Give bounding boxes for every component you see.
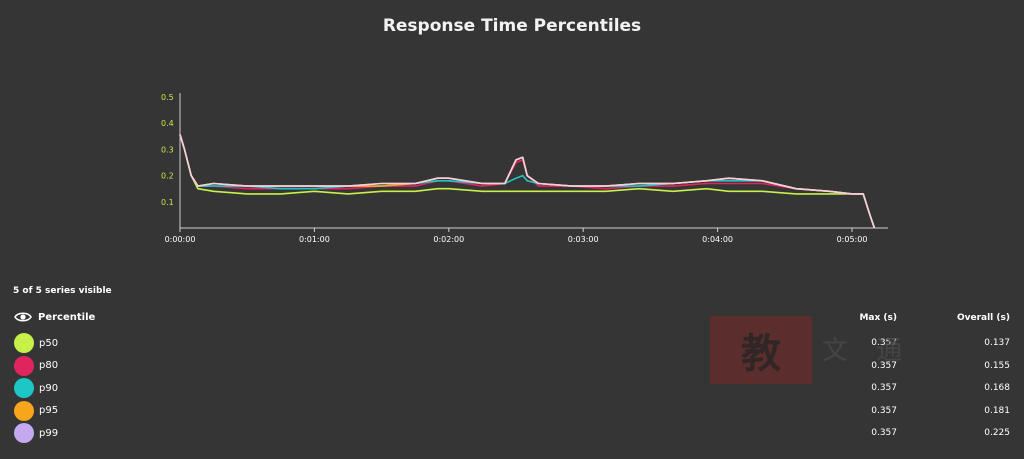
visible-series-count: 5 of 5 series visible	[13, 286, 112, 296]
series-line-p50	[179, 134, 876, 229]
legend-item-p90[interactable]: p90	[14, 378, 58, 398]
watermark-text: 文 通	[822, 336, 913, 366]
overall-value-p99: 0.225	[984, 428, 1010, 438]
legend-swatch	[14, 378, 34, 398]
legend-swatch	[14, 333, 34, 353]
x-tick-label: 0:04:00	[702, 235, 733, 244]
x-tick-label: 0:00:00	[165, 235, 196, 244]
col-header-overall: Overall (s)	[956, 313, 1010, 323]
overall-value-p80: 0.155	[984, 360, 1010, 371]
max-value-p90: 0.357	[871, 383, 897, 393]
legend-header-percentile[interactable]: Percentile	[14, 310, 95, 324]
y-tick-label: 0.2	[161, 172, 174, 181]
legend-item-p50[interactable]: p50	[14, 333, 58, 353]
legend-item-p95[interactable]: p95	[14, 400, 59, 421]
legend-header-label: Percentile	[38, 311, 96, 323]
legend-label: p99	[39, 427, 59, 439]
line-chart: 0.1 0.2 0.3 0.4 0.5 0:00:00 0:01:00 0:02:00 0:03…	[161, 93, 888, 244]
x-tick-label: 0:02:00	[433, 235, 464, 244]
max-value-p99: 0.357	[871, 428, 897, 438]
watermark-stamp: 教	[710, 316, 812, 384]
chart-axes: 0.1 0.2 0.3 0.4 0.5 0:00:00 0:01:00 0:02:00 0:03…	[161, 93, 888, 244]
y-tick-label: 0.4	[161, 119, 174, 128]
legend-swatch	[14, 423, 34, 443]
max-value-p95: 0.357	[871, 405, 897, 416]
y-tick-label: 0.3	[161, 145, 174, 154]
overall-value-p90: 0.168	[984, 383, 1010, 393]
chart-series-lines	[179, 134, 876, 229]
legend-swatch	[14, 355, 34, 376]
overall-value-p95: 0.181	[984, 405, 1010, 416]
legend-label: p50	[39, 337, 59, 349]
y-tick-label: 0.1	[161, 198, 174, 207]
col-header-max: Max (s)	[859, 313, 897, 323]
max-value-p80: 0.357	[871, 360, 897, 371]
y-tick-label: 0.5	[161, 93, 174, 102]
x-tick-label: 0:03:00	[568, 235, 599, 244]
max-value-p50: 0.357	[871, 338, 897, 348]
legend-label: p95	[39, 405, 59, 416]
series-line-p99-top	[179, 134, 876, 229]
legend-label: p80	[39, 360, 59, 371]
legend-swatch	[14, 400, 34, 421]
legend-item-p99[interactable]: p99	[14, 423, 58, 443]
chart-title: Response Time Percentiles	[382, 16, 642, 36]
x-tick-label: 0:05:00	[837, 235, 868, 244]
legend-item-p80[interactable]: p80	[14, 355, 59, 376]
legend-label: p90	[39, 382, 59, 394]
x-tick-label: 0:01:00	[299, 235, 330, 244]
eye-icon[interactable]	[14, 310, 32, 324]
series-line-p90	[179, 134, 876, 229]
overall-value-p50: 0.137	[984, 338, 1010, 348]
